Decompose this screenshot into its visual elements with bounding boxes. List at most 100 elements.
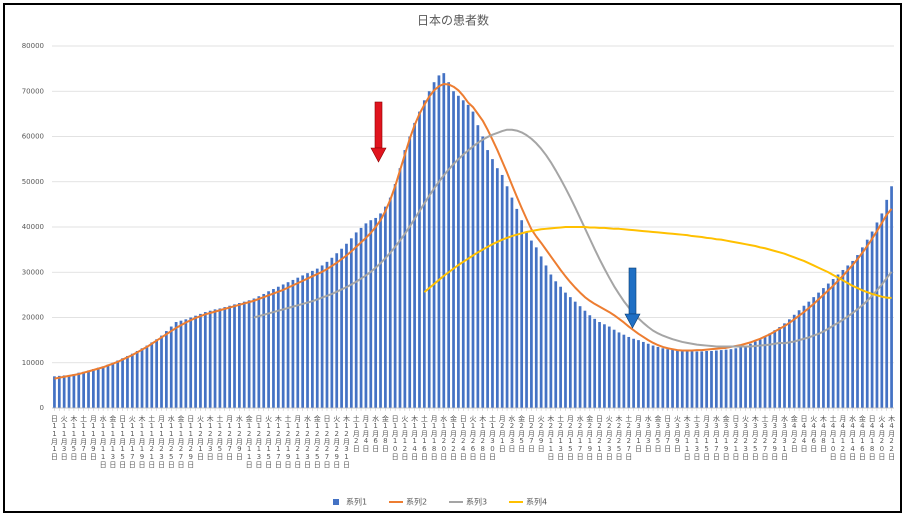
bar (724, 349, 728, 408)
bar (758, 339, 762, 408)
bar (705, 350, 708, 408)
bar (530, 240, 533, 408)
x-tick-label: 火4月6日 (810, 415, 818, 453)
x-tick-label: 土11月7日 (80, 414, 88, 461)
bar (500, 174, 504, 408)
y-tick-label: 60000 (22, 133, 44, 141)
x-tick-label: 水3月17日 (712, 414, 720, 461)
bar (554, 281, 558, 408)
chart-title: 日本の患者数 (417, 13, 489, 28)
bar (573, 301, 577, 408)
x-tick-label: 土3月27日 (761, 414, 769, 461)
x-tick-label: 木3月11日 (683, 414, 691, 461)
bar (471, 111, 475, 409)
bar (607, 326, 611, 408)
bar (121, 358, 124, 408)
bar (836, 274, 840, 408)
x-tick-label: 木1月14日 (411, 414, 419, 461)
bar (680, 350, 684, 408)
bar (427, 91, 431, 408)
x-tick-label: 水2月17日 (576, 414, 584, 461)
legend-label: 系列4 (526, 497, 547, 507)
x-tick-label: 木2月25日 (615, 414, 623, 461)
bar (296, 277, 300, 408)
bar (106, 364, 110, 408)
x-tick-label: 土12月19日 (284, 414, 292, 469)
bar (749, 343, 752, 408)
y-tick-label: 50000 (22, 178, 44, 186)
bar (637, 340, 640, 408)
legend-label: 系列2 (406, 497, 427, 507)
x-tick-label: 金3月5日 (654, 414, 662, 453)
x-tick-label: 日2月7日 (527, 415, 535, 453)
bar (174, 322, 178, 408)
bar (189, 317, 193, 408)
x-tick-label: 日12月13日 (255, 415, 263, 469)
bar (622, 334, 626, 408)
x-tick-label: 金2月19日 (586, 414, 594, 461)
bar (880, 213, 884, 408)
bar (603, 324, 606, 408)
x-tick-label: 日11月15日 (119, 415, 127, 469)
bar (203, 312, 207, 408)
bar (515, 208, 519, 408)
bar (388, 197, 392, 408)
x-tick-label: 土1月16日 (420, 414, 428, 461)
x-tick-label: 火2月23日 (605, 415, 613, 461)
line-series (253, 128, 893, 348)
x-tick-label: 月12月7日 (226, 415, 234, 461)
bar (403, 150, 407, 408)
bar (442, 73, 446, 409)
bar (690, 351, 694, 408)
x-tick-label: 火4月20日 (878, 415, 886, 461)
x-tick-label: 月11月9日 (89, 415, 97, 461)
y-tick-label: 10000 (22, 359, 44, 367)
x-tick-label: 火1月12日 (401, 415, 409, 461)
bar (320, 265, 324, 408)
x-tick-label: 土12月5日 (216, 414, 224, 461)
bar (598, 322, 601, 408)
bar (233, 304, 236, 408)
bar (398, 168, 402, 408)
bar (729, 349, 733, 408)
x-tick-label: 木4月8日 (819, 414, 827, 453)
bar (242, 301, 246, 408)
x-tick-label: 月2月1日 (498, 415, 506, 453)
bar (865, 239, 869, 408)
line-series (54, 83, 893, 380)
bar (374, 217, 378, 408)
bar (286, 282, 290, 408)
bar (651, 345, 655, 408)
bar (568, 297, 572, 408)
bar (126, 355, 129, 408)
bar (510, 197, 514, 408)
bar (739, 346, 743, 408)
bar (841, 269, 845, 408)
x-tick-label: 日3月21日 (732, 415, 740, 461)
bar (822, 288, 825, 408)
bar (169, 326, 173, 408)
bar (666, 349, 670, 408)
bar (96, 367, 100, 408)
bar (330, 257, 334, 408)
x-tick-label: 日4月18日 (868, 415, 876, 461)
bar (418, 111, 421, 409)
bar (228, 305, 232, 408)
bar (817, 292, 820, 408)
bar (432, 82, 436, 408)
bar (617, 332, 621, 408)
bar (851, 260, 854, 408)
x-tick-label: 火2月9日 (537, 415, 545, 453)
bar (466, 104, 470, 408)
bar (452, 91, 455, 408)
x-tick-label: 木2月11日 (547, 414, 555, 461)
x-tick-label: 火12月15日 (265, 415, 273, 469)
x-tick-label: 月3月1日 (634, 415, 642, 453)
x-tick-label: 木4月22日 (888, 414, 896, 461)
blue-arrow (624, 267, 641, 329)
bar (140, 348, 144, 408)
bar (116, 360, 120, 408)
red-arrow (370, 101, 387, 163)
bar (194, 315, 197, 408)
x-tick-label: 金12月25日 (313, 414, 321, 469)
